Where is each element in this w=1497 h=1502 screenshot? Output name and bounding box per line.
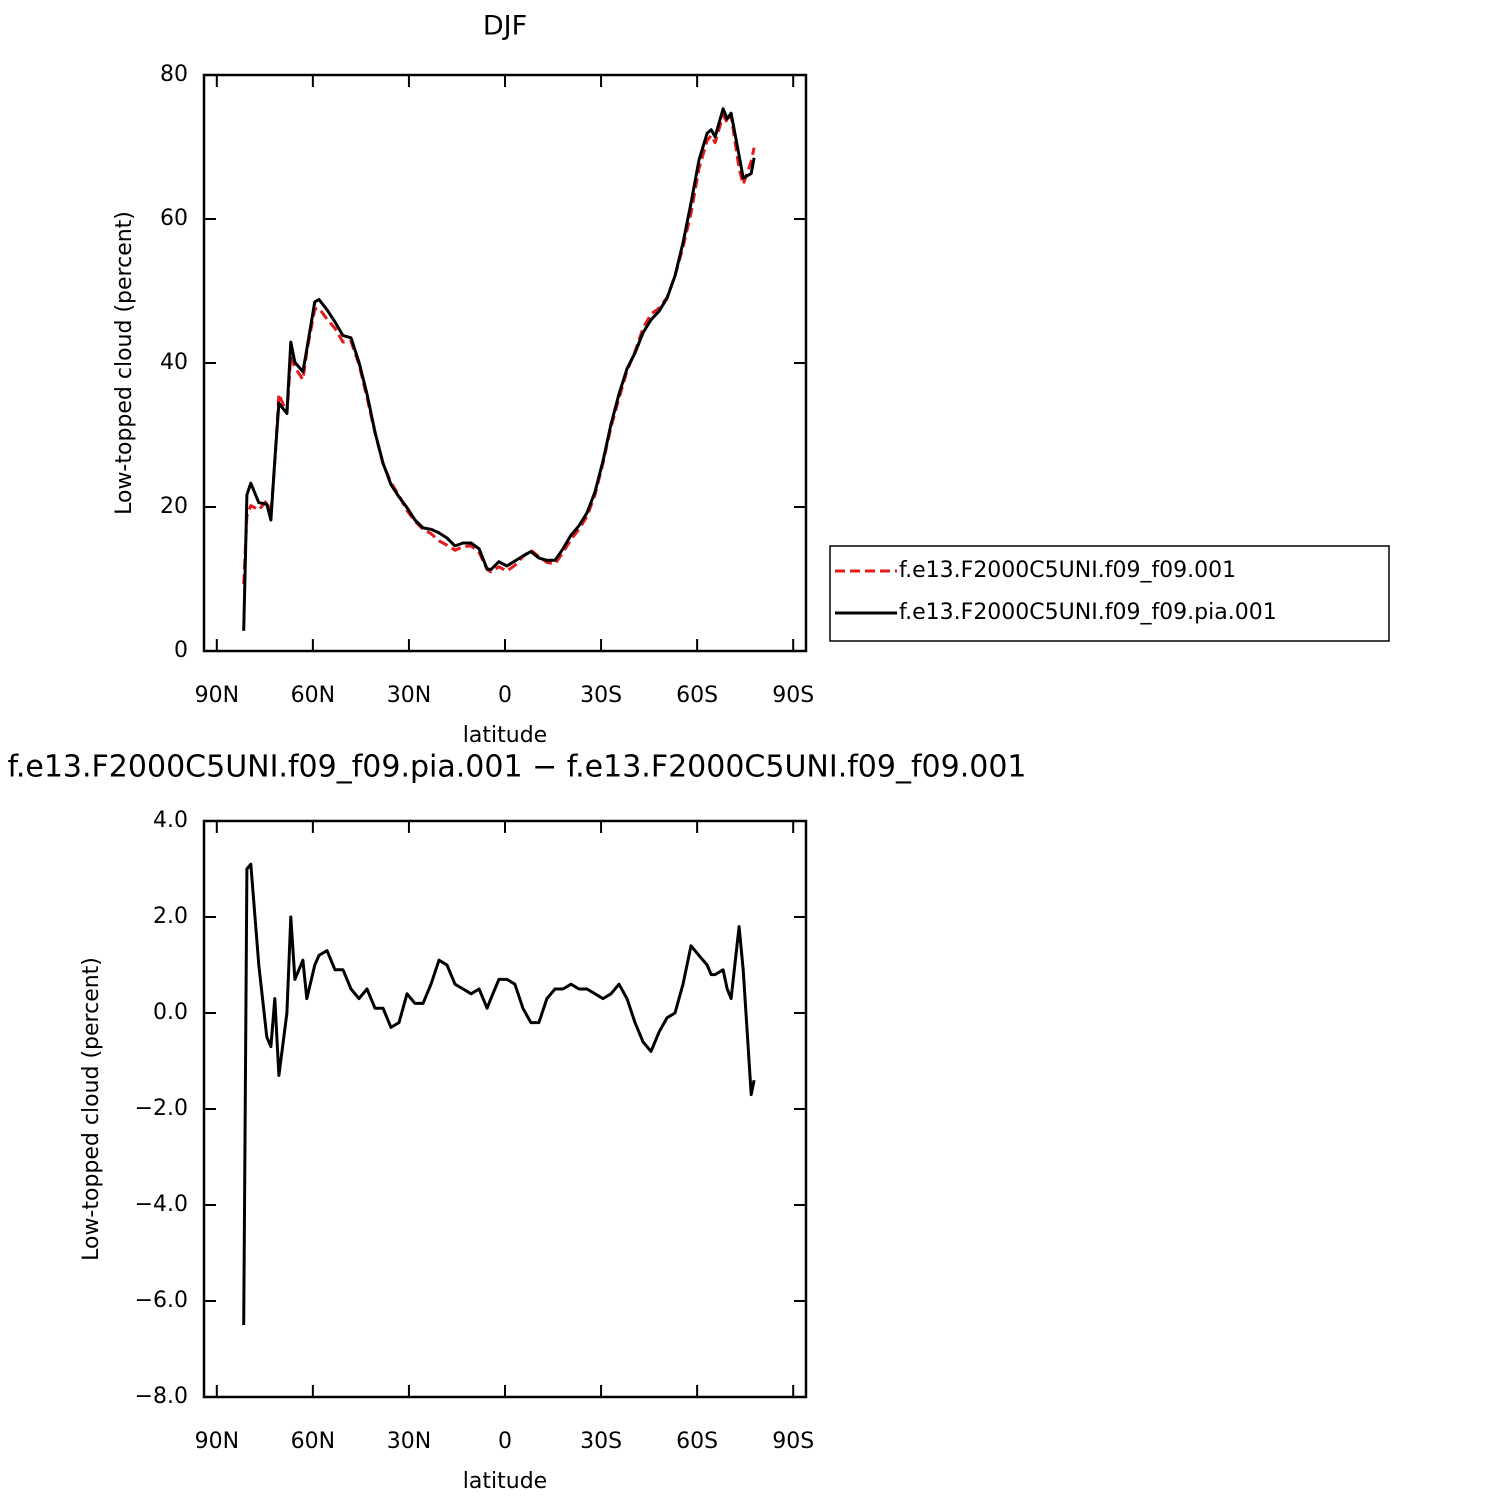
x-tick-label: 60S (676, 1429, 718, 1454)
x-tick-label: 0 (498, 683, 512, 708)
y-tick-label: 40 (160, 350, 188, 375)
series-line (242, 862, 756, 1326)
y-tick-label: 4.0 (153, 808, 188, 833)
x-tick-label: 90N (195, 683, 239, 708)
legend-label: f.e13.F2000C5UNI.f09_f09.pia.001 (899, 600, 1277, 625)
x-tick-label: 60N (291, 683, 335, 708)
y-tick-label: 0.0 (153, 1000, 188, 1025)
y-tick-label: 0 (174, 638, 188, 663)
y-tick-label: −6.0 (135, 1288, 188, 1313)
y-tick-label: 60 (160, 206, 188, 231)
x-tick-label: 30S (580, 1429, 622, 1454)
plot-frame (202, 73, 808, 653)
x-tick-label: 30N (387, 1429, 431, 1454)
x-axis-label: latitude (463, 723, 547, 748)
x-tick-label: 0 (498, 1429, 512, 1454)
y-tick-label: 80 (160, 62, 188, 87)
x-tick-label: 90S (772, 1429, 814, 1454)
chart-title: f.e13.F2000C5UNI.f09_f09.pia.001 − f.e13… (7, 750, 1026, 785)
series-line (242, 107, 756, 631)
x-axis-label: latitude (463, 1469, 547, 1494)
plot-frame (202, 819, 808, 1399)
y-axis-label: Low-topped cloud (percent) (79, 957, 104, 1261)
y-axis-label: Low-topped cloud (percent) (112, 211, 137, 515)
series-line (242, 113, 756, 585)
y-tick-label: −8.0 (135, 1384, 188, 1409)
legend-box (829, 545, 1390, 642)
chart-title: DJF (483, 11, 527, 42)
x-tick-label: 60S (676, 683, 718, 708)
x-tick-label: 30S (580, 683, 622, 708)
x-tick-label: 60N (291, 1429, 335, 1454)
y-tick-label: 20 (160, 494, 188, 519)
x-tick-label: 90S (772, 683, 814, 708)
x-tick-label: 90N (195, 1429, 239, 1454)
y-tick-label: 2.0 (153, 904, 188, 929)
legend-label: f.e13.F2000C5UNI.f09_f09.001 (899, 558, 1236, 583)
y-tick-label: −4.0 (135, 1192, 188, 1217)
x-tick-label: 30N (387, 683, 431, 708)
y-tick-label: −2.0 (135, 1096, 188, 1121)
